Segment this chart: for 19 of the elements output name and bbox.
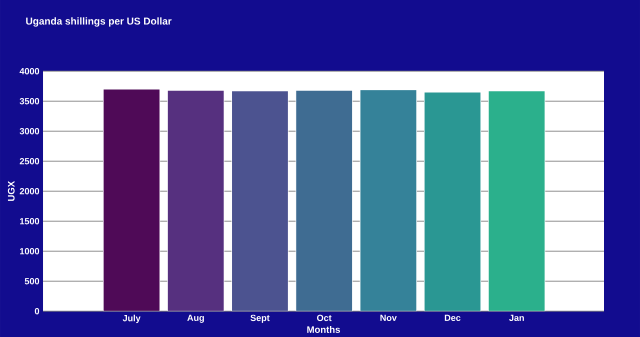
y-tick-label: 4000 — [20, 68, 40, 74]
x-tick-label: Oct — [317, 314, 332, 322]
y-tick-label: 1000 — [20, 248, 40, 254]
x-tick-label: July — [122, 314, 141, 324]
y-tick-label: 2000 — [20, 188, 40, 194]
y-tick-label: 500 — [24, 278, 40, 284]
y-tick-label: 2500 — [20, 158, 40, 164]
x-tick-label: Aug — [187, 314, 204, 323]
y-tick-label: 3000 — [20, 128, 40, 134]
x-axis-title: Months — [307, 326, 340, 333]
chart-title: Uganda shillings per US Dollar — [26, 17, 172, 27]
y-tick-label: 3500 — [20, 98, 40, 104]
x-tick-label: Jan — [509, 314, 524, 322]
y-tick-label: 0 — [34, 308, 40, 314]
x-tick-label: Sept — [250, 314, 270, 323]
y-axis-title: UGX — [8, 180, 15, 201]
y-tick-label: 1500 — [20, 218, 40, 224]
x-tick-label: Nov — [380, 314, 397, 322]
x-tick-label: Dec — [444, 314, 461, 322]
